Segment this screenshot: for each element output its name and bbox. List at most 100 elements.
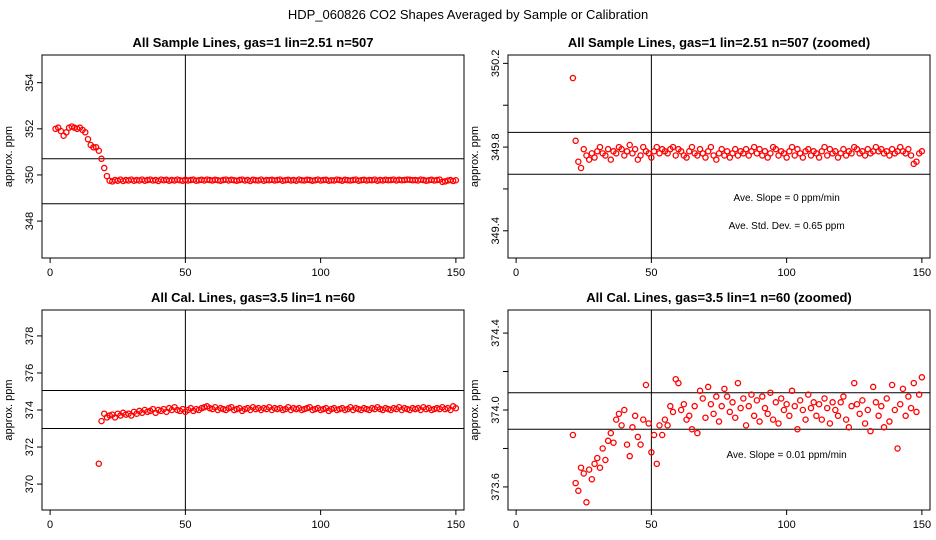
panel-1-y-tick-label: 348	[24, 212, 36, 230]
panel-4-data-point	[753, 397, 761, 404]
figure-title: HDP_060826 CO2 Shapes Averaged by Sample…	[288, 7, 648, 22]
panel-4-data-point	[837, 399, 844, 406]
panel-4-data-point	[718, 402, 725, 410]
panel-1-x-tick-label: 50	[179, 267, 191, 279]
panel-4-data-point	[615, 410, 623, 418]
panel-2-data-point	[886, 152, 893, 159]
panel-4-x-tick-label: 50	[645, 519, 657, 531]
panel-4-data-point	[783, 400, 790, 408]
panel-3-data-point	[95, 460, 103, 467]
panel-2-series	[569, 74, 926, 172]
panel-2-y-axis-label: approx. ppm	[469, 126, 481, 187]
panel-4-data-point	[707, 400, 715, 408]
panel-3-y-tick-label: 374	[24, 401, 36, 419]
panel-2-data-point	[750, 143, 758, 151]
panel-2-data-point	[723, 148, 731, 155]
panel-3: All Cal. Lines, gas=3.5 lin=1 n=60 0 50 100…	[3, 290, 465, 531]
panel-4-data-point	[588, 475, 596, 483]
panel-4-data-point	[623, 441, 631, 448]
panel-4-data-point	[667, 402, 674, 410]
panel-4-data-point	[821, 395, 828, 402]
panel-4-data-point	[791, 402, 798, 410]
panel-4-y-axis-label: approx. ppm	[469, 379, 481, 440]
panel-4-data-point	[602, 456, 609, 464]
panel-2-data-point	[905, 145, 912, 153]
panel-2-data-point	[913, 158, 920, 165]
panel-4-data-point	[737, 404, 744, 412]
panel-4-data-point	[694, 429, 701, 437]
panel-4-data-point	[805, 391, 812, 398]
panel-4-x-tick-label: 0	[513, 519, 519, 531]
panel-2-data-point	[702, 154, 709, 161]
panel-4-data-point	[905, 393, 912, 400]
panel-4-data-point	[710, 410, 717, 418]
panel-2-title: All Sample Lines, gas=1 lin=2.51 n=507 (…	[568, 35, 870, 50]
panel-2-data-point	[707, 143, 715, 151]
panel-2-data-point	[672, 152, 679, 159]
panel-4-data-point	[740, 395, 747, 402]
panel-4-data-point	[575, 487, 582, 495]
panel-4-data-point	[851, 379, 858, 387]
panel-4-data-point	[888, 381, 896, 389]
panel-3-y-tick-label: 376	[24, 364, 36, 382]
panel-4-x-tick-label: 150	[913, 519, 931, 531]
panel-4-data-point	[685, 412, 693, 420]
panel-4-data-point	[634, 433, 642, 441]
panel-4-data-point	[867, 427, 874, 435]
panel-4-data-point	[861, 420, 869, 427]
panel-2-data-point	[653, 143, 661, 151]
panel-2-data-point	[575, 158, 582, 165]
panel-4-data-point	[764, 410, 771, 418]
panel-4-data-point	[772, 399, 780, 406]
panel-4: All Cal. Lines, gas=3.5 lin=1 n=60 (zoom…	[469, 290, 931, 531]
panel-2-data-point	[637, 152, 644, 159]
panel-4-data-point	[910, 379, 918, 387]
panel-1-y-tick-label: 354	[24, 74, 36, 92]
panel-1: All Sample Lines, gas=1 lin=2.51 n=507 0 5…	[3, 35, 465, 279]
panel-4-data-point	[577, 464, 585, 471]
panel-4-data-point	[699, 395, 707, 402]
panel-4-data-point	[842, 416, 850, 423]
panel-4-data-point	[734, 379, 742, 387]
panel-4-data-point	[583, 499, 590, 506]
panel-2-data-point	[596, 143, 604, 151]
panel-4-data-point	[626, 452, 633, 460]
panel-2-data-point	[731, 145, 739, 153]
panel-4-data-point	[880, 424, 888, 431]
panel-4-data-point	[726, 408, 734, 416]
panel-4-annotation: Ave. Slope = 0.01 ppm/min	[727, 450, 847, 461]
panel-2-x-tick-label: 50	[645, 267, 657, 279]
panel-1-data-point	[98, 155, 105, 163]
panel-2-data-point	[694, 152, 701, 159]
panel-4-data-point	[745, 402, 753, 410]
panel-1-y-tick-label: 352	[24, 120, 36, 138]
panel-2-y-tick-label: 349.8	[490, 133, 502, 161]
panel-1-data-point	[63, 129, 70, 136]
panel-2-data-point	[669, 143, 677, 151]
panel-4-data-point	[796, 397, 804, 404]
panel-1-x-tick-label: 0	[47, 267, 53, 279]
panel-1-title: All Sample Lines, gas=1 lin=2.51 n=507	[133, 35, 374, 50]
panel-2-data-point	[569, 74, 577, 82]
panel-4-data-point	[637, 441, 644, 448]
panel-4-data-point	[748, 391, 755, 398]
panel-4-data-point	[596, 464, 604, 471]
panel-3-y-tick-label: 370	[24, 475, 36, 493]
panel-2-data-point	[713, 156, 720, 163]
panel-2-data-point	[799, 154, 807, 161]
panel-1-frame	[41, 54, 465, 259]
panel-4-data-point	[799, 406, 807, 414]
panel-4-data-point	[856, 410, 863, 418]
panel-4-data-point	[713, 393, 720, 400]
panel-4-data-point	[653, 460, 661, 468]
panel-4-data-point	[631, 412, 639, 420]
panel-4-data-point	[675, 379, 682, 387]
panel-4-data-point	[648, 449, 655, 456]
panel-2-data-point	[585, 156, 593, 163]
panel-1-y-axis-label: approx. ppm	[3, 126, 15, 187]
panel-4-data-point	[891, 406, 899, 414]
panel-4-data-point	[696, 387, 704, 395]
panel-1-x-tick-label: 150	[447, 267, 465, 279]
panel-4-data-point	[640, 416, 647, 423]
